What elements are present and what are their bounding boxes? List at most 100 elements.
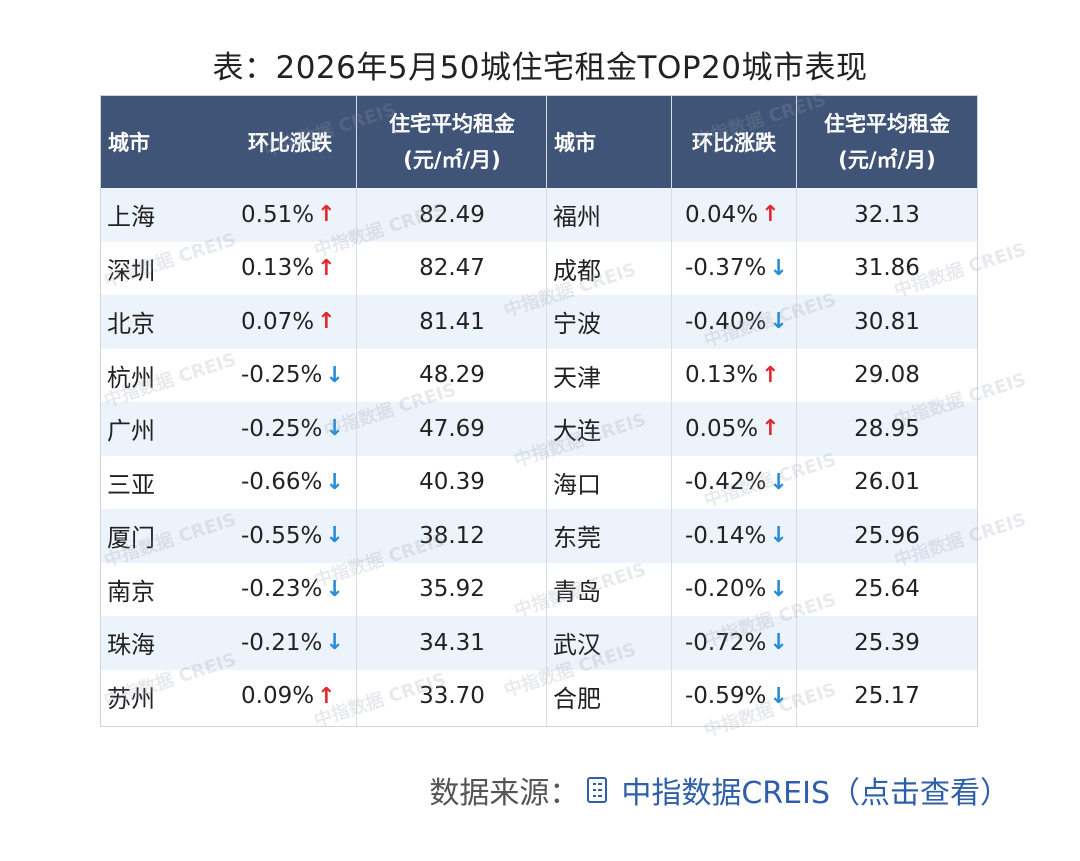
city-name: 天津 (547, 349, 677, 403)
table-row: 上海 0.51% ↑ 82.49 福州 0.04% ↑ 32.13 (101, 188, 977, 242)
city-name: 北京 (101, 295, 237, 349)
arrow-up-icon: ↑ (317, 255, 336, 281)
rent-value: 32.13 (797, 188, 977, 242)
city-name-text: 青岛 (553, 577, 601, 606)
rent-value-text: 40.39 (419, 469, 485, 496)
table-row: 厦门 -0.55% ↓ 38.12 东莞 -0.14% ↓ 25.96 (101, 509, 977, 563)
arrow-up-icon: ↑ (761, 362, 780, 388)
rent-value-text: 29.08 (854, 362, 920, 389)
table-row: 广州 -0.25% ↓ 47.69 大连 0.05% ↑ 28.95 (101, 402, 977, 456)
data-source: 数据来源： 中指数据CREIS （点击查看） (429, 768, 1010, 812)
change-value: -0.20% ↓ (685, 563, 797, 617)
arrow-up-icon: ↑ (761, 202, 780, 228)
rent-value: 81.41 (357, 295, 547, 349)
document-icon (587, 777, 608, 803)
change-value: 0.09% ↑ (241, 670, 356, 724)
rent-value-text: 31.86 (854, 255, 920, 282)
header-rent-left-line1: 住宅平均租金 (389, 112, 515, 136)
change-value: 0.07% ↑ (241, 295, 356, 349)
rent-value: 29.08 (797, 349, 977, 403)
rent-value-text: 25.64 (854, 576, 920, 603)
change-value: -0.23% ↓ (241, 563, 356, 617)
city-name-text: 海口 (553, 470, 601, 499)
rent-value-text: 33.70 (419, 683, 485, 710)
column-divider (546, 96, 547, 726)
arrow-down-icon: ↓ (769, 630, 788, 656)
change-value: -0.14% ↓ (685, 509, 797, 563)
city-name: 宁波 (547, 295, 677, 349)
rent-value: 33.70 (357, 670, 547, 724)
city-name-text: 苏州 (107, 684, 155, 713)
city-name: 杭州 (101, 349, 237, 403)
city-name-text: 珠海 (107, 631, 155, 660)
change-value: -0.55% ↓ (241, 509, 356, 563)
rent-value-text: 30.81 (854, 308, 920, 335)
change-value: -0.37% ↓ (685, 242, 797, 296)
rent-value-text: 38.12 (419, 522, 485, 549)
header-change-left: 环比涨跌 (248, 131, 332, 155)
city-name: 合肥 (547, 670, 677, 724)
arrow-down-icon: ↓ (325, 576, 344, 602)
column-divider (796, 96, 797, 726)
rent-value-text: 26.01 (854, 469, 920, 496)
change-value: -0.66% ↓ (241, 456, 356, 510)
city-name-text: 大连 (553, 417, 601, 446)
city-name: 海口 (547, 456, 677, 510)
city-name-text: 三亚 (107, 470, 155, 499)
arrow-up-icon: ↑ (761, 416, 780, 442)
arrow-down-icon: ↓ (769, 523, 788, 549)
table-row: 苏州 0.09% ↑ 33.70 合肥 -0.59% ↓ 25.17 (101, 670, 977, 724)
page-title: 表：2026年5月50城住宅租金TOP20城市表现 (212, 50, 868, 86)
city-name-text: 广州 (107, 417, 155, 446)
city-name: 大连 (547, 402, 677, 456)
rent-value: 34.31 (357, 616, 547, 670)
source-link[interactable]: 中指数据CREIS （点击查看） (579, 768, 1010, 812)
table-row: 珠海 -0.21% ↓ 34.31 武汉 -0.72% ↓ 25.39 (101, 616, 977, 670)
header-rent-right-line1: 住宅平均租金 (824, 112, 950, 136)
rent-value: 48.29 (357, 349, 547, 403)
arrow-down-icon: ↓ (325, 362, 344, 388)
change-value-text: 0.09% (241, 683, 315, 710)
source-link-text[interactable]: 中指数据CREIS (621, 776, 830, 811)
city-name-text: 厦门 (107, 524, 155, 553)
change-value-text: -0.72% (685, 629, 767, 656)
change-value-text: -0.21% (241, 629, 323, 656)
arrow-down-icon: ↓ (325, 523, 344, 549)
header-rent-right-line2: (元/㎡/月) (838, 148, 936, 172)
change-value-text: 0.13% (685, 362, 759, 389)
rent-value-text: 82.49 (419, 201, 485, 228)
change-value-text: 0.05% (685, 415, 759, 442)
city-name: 深圳 (101, 242, 237, 296)
city-name-text: 武汉 (553, 631, 601, 660)
city-name: 成都 (547, 242, 677, 296)
rent-value-text: 25.39 (854, 629, 920, 656)
city-name-text: 上海 (107, 203, 155, 232)
rent-value: 82.49 (357, 188, 547, 242)
column-divider (671, 96, 672, 726)
city-name: 广州 (101, 402, 237, 456)
rent-table: 城市 环比涨跌 住宅平均租金 (元/㎡/月) 城市 环比涨跌 住宅平均租金 (元… (100, 89, 1029, 742)
source-link-suffix[interactable]: （点击查看） (830, 776, 1010, 811)
rent-value: 82.47 (357, 242, 547, 296)
city-name: 上海 (101, 188, 237, 242)
header-rent-left-line2: (元/㎡/月) (403, 148, 501, 172)
change-value-text: -0.66% (241, 469, 323, 496)
change-value: -0.25% ↓ (241, 349, 356, 403)
city-name-text: 深圳 (107, 256, 155, 285)
change-value: 0.51% ↑ (241, 188, 356, 242)
change-value: -0.59% ↓ (685, 670, 797, 724)
rent-value: 25.64 (797, 563, 977, 617)
rent-value: 31.86 (797, 242, 977, 296)
arrow-down-icon: ↓ (325, 469, 344, 495)
table-row: 北京 0.07% ↑ 81.41 宁波 -0.40% ↓ 30.81 (101, 295, 977, 349)
change-value-text: -0.42% (685, 469, 767, 496)
city-name-text: 福州 (553, 203, 601, 232)
change-value: -0.72% ↓ (685, 616, 797, 670)
change-value-text: -0.37% (685, 255, 767, 282)
city-name: 青岛 (547, 563, 677, 617)
rent-value-text: 34.31 (419, 629, 485, 656)
change-value-text: 0.04% (685, 201, 759, 228)
city-name: 南京 (101, 563, 237, 617)
city-name-text: 成都 (553, 256, 601, 285)
change-value: 0.13% ↑ (685, 349, 797, 403)
